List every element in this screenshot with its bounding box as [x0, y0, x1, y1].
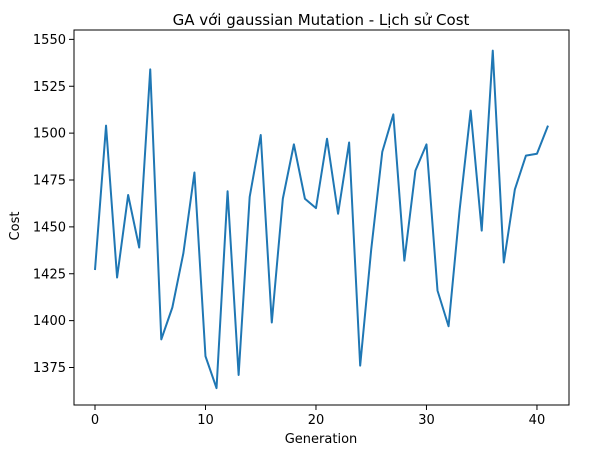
- y-axis-label: Cost: [8, 212, 23, 241]
- series-line: [93, 49, 549, 390]
- y-tick-label: 1400: [33, 314, 66, 329]
- plot-area: 0 10 20 30 40 1375 1400 1425 1450 1475 1500 1525 15…: [33, 29, 570, 428]
- y-tick-label: 1425: [33, 267, 66, 282]
- y-tick-label: 1550: [33, 33, 66, 48]
- y-tick-label: 1525: [33, 80, 66, 95]
- x-axis-label: Generation: [285, 432, 358, 447]
- y-tick-label: 1450: [33, 220, 66, 235]
- x-tick-label: 20: [308, 413, 325, 428]
- x-tick-label: 0: [91, 413, 99, 428]
- y-axis: 1375 1400 1425 1450 1475 1500 1525 1550: [33, 33, 74, 376]
- x-tick-label: 30: [418, 413, 435, 428]
- chart-title: GA với gaussian Mutation - Lịch sử Cost: [173, 11, 470, 29]
- plot-frame: [73, 29, 570, 406]
- y-tick-label: 1475: [33, 174, 66, 189]
- y-tick-label: 1375: [33, 361, 66, 376]
- x-tick-label: 40: [529, 413, 546, 428]
- x-axis: 0 10 20 30 40: [91, 405, 545, 428]
- x-tick-label: 10: [197, 413, 214, 428]
- y-tick-label: 1500: [33, 127, 66, 142]
